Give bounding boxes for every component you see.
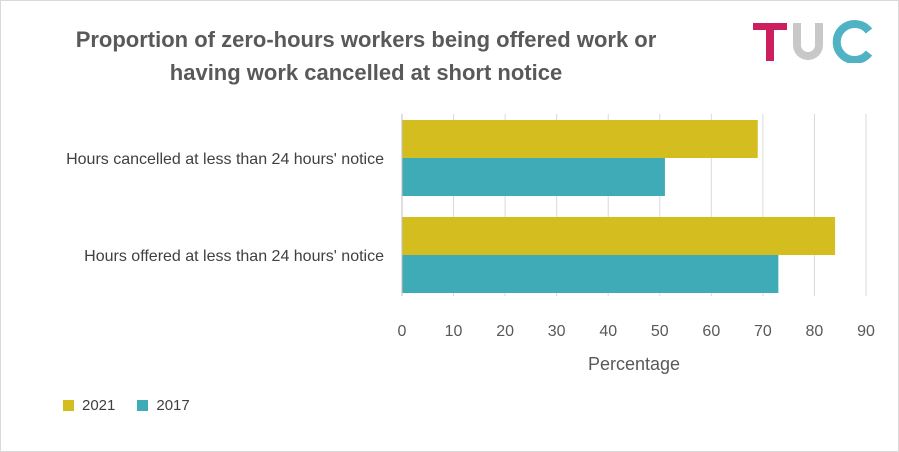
legend-swatch-2017	[137, 400, 149, 411]
chart-legend: 2021 2017	[63, 397, 190, 414]
legend-item-2021: 2021	[63, 397, 115, 414]
category-label-offered: Hours offered at less than 24 hours' not…	[84, 248, 384, 265]
tuc-logo	[753, 20, 873, 63]
bar-2021-cancelled	[402, 120, 758, 158]
x-tick-label-90: 90	[857, 323, 875, 340]
legend-item-2017: 2017	[137, 397, 190, 414]
category-label-cancelled: Hours cancelled at less than 24 hours' n…	[66, 151, 384, 168]
bar-2017-offered	[402, 255, 779, 293]
x-tick-label-10: 10	[445, 323, 463, 340]
x-axis-title: Percentage	[588, 354, 680, 374]
legend-label-2021: 2021	[82, 397, 116, 414]
chart-title: Proportion of zero-hours workers being o…	[1, 23, 731, 89]
chart-title-line-2: having work cancelled at short notice	[169, 60, 563, 85]
legend-swatch-2021	[63, 400, 74, 411]
bar-2021-offered	[402, 217, 836, 255]
legend-label-2017: 2017	[156, 397, 190, 414]
x-tick-label-70: 70	[754, 323, 772, 340]
x-tick-label-20: 20	[496, 323, 514, 340]
x-tick-label-80: 80	[806, 323, 824, 340]
x-tick-label-30: 30	[548, 323, 566, 340]
chart-title-line-1: Proportion of zero-hours workers being o…	[75, 27, 657, 52]
bar-2017-cancelled	[402, 158, 665, 196]
x-tick-label-60: 60	[702, 323, 720, 340]
x-tick-label-40: 40	[599, 323, 617, 340]
x-tick-label-0: 0	[398, 323, 407, 340]
x-tick-label-50: 50	[651, 323, 669, 340]
